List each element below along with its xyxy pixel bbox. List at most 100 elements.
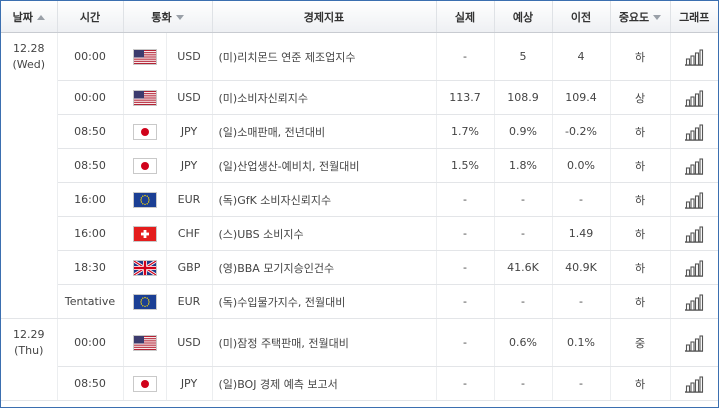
date-weekday: (Thu) xyxy=(14,344,44,357)
previous-cell: - xyxy=(552,182,611,217)
currency-cell: JPY xyxy=(166,114,213,149)
actual-cell: 1.5% xyxy=(436,148,495,183)
flag-cell xyxy=(123,250,167,285)
currency-cell: JPY xyxy=(166,366,213,401)
previous-cell: 0.0% xyxy=(552,148,611,183)
previous-cell: - xyxy=(552,284,611,319)
flag-cell xyxy=(123,114,167,149)
calendar-table: 날짜 시간 통화 경제지표 실제 예상 이전 중요도 그래프 12.28 (Wed… xyxy=(1,1,718,401)
forecast-cell: 108.9 xyxy=(494,80,553,115)
indicator-cell: (미)소비자신뢰지수 xyxy=(212,80,437,115)
flag-cell xyxy=(123,148,167,183)
time-cell: 08:50 xyxy=(57,148,124,183)
currency-cell: EUR xyxy=(166,284,213,319)
time-cell: 08:50 xyxy=(57,366,124,401)
bar-chart-icon[interactable] xyxy=(684,89,704,107)
graph-cell xyxy=(670,216,718,251)
sort-asc-icon xyxy=(36,15,45,20)
bar-chart-icon[interactable] xyxy=(684,225,704,243)
graph-cell xyxy=(670,148,718,183)
jp-flag-icon xyxy=(132,375,157,392)
graph-cell xyxy=(670,250,718,285)
forecast-cell: - xyxy=(494,366,553,401)
flag-cell xyxy=(123,284,167,319)
currency-cell: USD xyxy=(166,318,213,367)
forecast-cell: - xyxy=(494,284,553,319)
indicator-cell: (영)BBA 모기지승인건수 xyxy=(212,250,437,285)
bar-chart-icon[interactable] xyxy=(684,293,704,311)
ch-flag-icon xyxy=(132,225,157,242)
importance-cell: 하 xyxy=(610,114,671,149)
importance-cell: 하 xyxy=(610,32,671,81)
previous-cell: 40.9K xyxy=(552,250,611,285)
flag-cell xyxy=(123,182,167,217)
date-day: 12.29 xyxy=(13,328,45,341)
graph-cell xyxy=(670,114,718,149)
bar-chart-icon[interactable] xyxy=(684,123,704,141)
header-row: 날짜 시간 통화 경제지표 실제 예상 이전 중요도 그래프 xyxy=(1,1,718,33)
actual-cell: - xyxy=(436,366,495,401)
bar-chart-icon[interactable] xyxy=(684,375,704,393)
indicator-cell: (미)리치몬드 연준 제조업지수 xyxy=(212,32,437,81)
graph-cell xyxy=(670,366,718,401)
currency-cell: USD xyxy=(166,32,213,81)
date-day: 12.28 xyxy=(13,42,45,55)
indicator-cell: (독)GfK 소비자신뢰지수 xyxy=(212,182,437,217)
currency-header[interactable]: 통화 xyxy=(123,1,213,33)
graph-cell xyxy=(670,80,718,115)
previous-header: 이전 xyxy=(552,1,611,33)
time-cell: 00:00 xyxy=(57,80,124,115)
previous-cell: 4 xyxy=(552,32,611,81)
indicator-cell: (일)소매판매, 전년대비 xyxy=(212,114,437,149)
currency-cell: JPY xyxy=(166,148,213,183)
bar-chart-icon[interactable] xyxy=(684,334,704,352)
forecast-cell: - xyxy=(494,182,553,217)
previous-cell: 109.4 xyxy=(552,80,611,115)
actual-cell: - xyxy=(436,250,495,285)
date-header[interactable]: 날짜 xyxy=(1,1,58,33)
date-weekday: (Wed) xyxy=(12,58,46,71)
dropdown-arrow-icon xyxy=(653,15,662,20)
forecast-cell: 0.9% xyxy=(494,114,553,149)
importance-cell: 하 xyxy=(610,284,671,319)
gb-flag-icon xyxy=(132,259,157,276)
actual-cell: 1.7% xyxy=(436,114,495,149)
indicator-cell: (일)산업생산-예비치, 전월대비 xyxy=(212,148,437,183)
flag-cell xyxy=(123,80,167,115)
importance-cell: 하 xyxy=(610,148,671,183)
bar-chart-icon[interactable] xyxy=(684,191,704,209)
bar-chart-icon[interactable] xyxy=(684,48,704,66)
graph-cell xyxy=(670,284,718,319)
time-cell: 18:30 xyxy=(57,250,124,285)
bar-chart-icon[interactable] xyxy=(684,259,704,277)
currency-cell: USD xyxy=(166,80,213,115)
forecast-cell: 1.8% xyxy=(494,148,553,183)
table-row: 18:30 GBP (영)BBA 모기지승인건수 -41.6K 40.9K 하 xyxy=(1,250,718,285)
table-row: 16:00 EUR (독)GfK 소비자신뢰지수 - - - 하 xyxy=(1,182,718,217)
table-row: 16:00 CHF (스)UBS 소비지수 - -1.49 하 xyxy=(1,216,718,251)
table-row: 08:50 JPY (일)소매판매, 전년대비 1.7% 0.9% -0.2% 하 xyxy=(1,114,718,149)
flag-cell xyxy=(123,366,167,401)
importance-cell: 상 xyxy=(610,80,671,115)
forecast-cell: 0.6% xyxy=(494,318,553,367)
jp-flag-icon xyxy=(132,157,157,174)
bar-chart-icon[interactable] xyxy=(684,157,704,175)
previous-cell: 1.49 xyxy=(552,216,611,251)
flag-cell xyxy=(123,216,167,251)
date-cell: 12.28 (Wed) xyxy=(1,32,58,319)
indicator-cell: (독)수입물가지수, 전월대비 xyxy=(212,284,437,319)
actual-cell: - xyxy=(436,284,495,319)
forecast-header: 예상 xyxy=(494,1,553,33)
graph-cell xyxy=(670,32,718,81)
importance-header[interactable]: 중요도 xyxy=(610,1,671,33)
us-flag-icon xyxy=(132,89,157,106)
indicator-cell: (일)BOJ 경제 예측 보고서 xyxy=(212,366,437,401)
indicator-cell: (스)UBS 소비지수 xyxy=(212,216,437,251)
forecast-cell: 5 xyxy=(494,32,553,81)
time-cell: 00:00 xyxy=(57,318,124,367)
graph-header: 그래프 xyxy=(670,1,718,33)
forecast-cell: 41.6K xyxy=(494,250,553,285)
currency-cell: CHF xyxy=(166,216,213,251)
table-row: 00:00 USD (미)소비자신뢰지수 113.7 108.9 109.4 상 xyxy=(1,80,718,115)
